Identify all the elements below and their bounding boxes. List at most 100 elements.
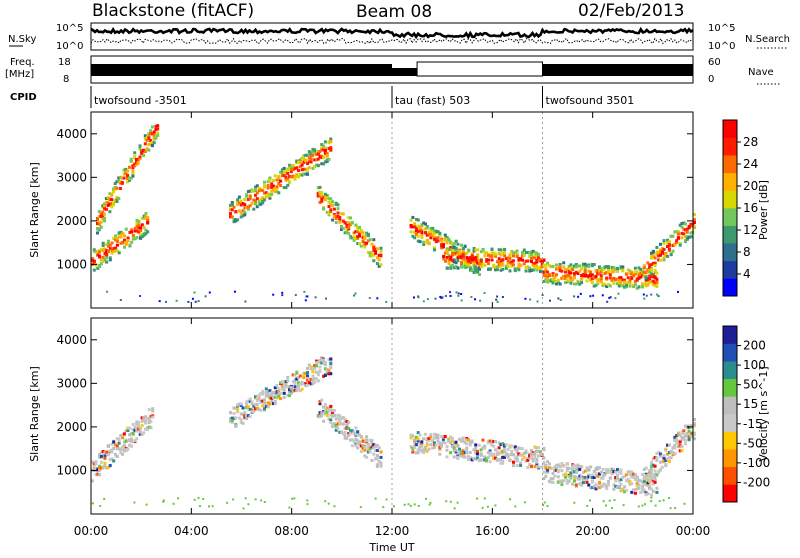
echo-cell [117,176,121,180]
echo-cell [298,165,302,169]
echo-cell [650,465,653,469]
echo-cell [619,489,623,493]
echo-cell [508,445,512,449]
echo-cell [372,446,376,450]
echo-cell [540,265,544,268]
echo-cell [551,477,555,481]
echo-cell [103,247,107,251]
echo-cell [454,246,458,250]
echo-cell [146,220,150,224]
echo-cell [553,465,557,469]
freq-scale-top: 18 [58,57,71,68]
echo-cell [320,199,324,203]
echo-cell [659,242,662,246]
echo-cell [254,185,257,189]
echo-cell [236,198,240,202]
echo-cell [472,265,476,269]
echo-cell [409,436,413,440]
echo-cell [270,192,274,196]
echo-cell [642,475,646,479]
echo-cell [264,195,268,199]
echo-cell [204,295,207,298]
echo-cell [133,439,137,443]
echo-cell [350,438,354,442]
echo-cell [306,383,309,387]
echo-cell [329,404,333,408]
echo-cell [306,162,309,165]
echo-cell [515,266,519,270]
echo-cell [614,278,618,282]
echo-cell [135,222,139,226]
echo-cell [501,449,505,453]
echo-cell [424,227,427,231]
echo-cell [341,219,345,223]
freq-block-a [91,64,392,76]
echo-cell [343,419,347,423]
echo-cell [675,239,679,243]
echo-cell [322,144,326,148]
echo-cell [528,266,532,270]
echo-cell [96,250,100,254]
echo-cell [433,235,436,239]
colorbar-cell [723,172,737,191]
echo-cell [537,465,541,469]
echo-cell [237,402,241,406]
nsky-strip-frame [90,22,694,51]
echo-cell [375,454,379,457]
echo-cell [449,264,453,268]
echo-cell [497,265,501,268]
echo-cell [112,236,116,240]
echo-cell [304,159,308,162]
echo-cell [135,420,139,424]
echo-cell [311,381,315,385]
echo-cell [142,418,146,422]
echo-cell [514,505,517,508]
echo-cell [252,207,256,211]
echo-cell [513,251,517,255]
echo-cell [648,268,652,272]
echo-cell [343,417,347,421]
echo-cell [546,280,550,284]
echo-cell [468,440,472,444]
echo-cell [325,158,329,162]
echo-cell [424,231,427,235]
echo-cell [424,222,427,226]
echo-cell [329,140,333,144]
echo-cell [103,202,107,206]
echo-cell [433,237,436,241]
echo-cell [680,449,684,452]
echo-cell [149,414,153,418]
echo-cell [494,265,498,269]
echo-cell [608,284,612,288]
echo-cell [329,409,333,413]
echo-cell [581,264,585,268]
echo-cell [98,250,102,254]
echo-cell [610,277,614,280]
echo-cell [241,202,245,206]
echo-cell [669,253,673,257]
echo-cell [485,457,488,461]
echo-cell [145,428,149,432]
echo-cell [128,433,132,437]
echo-cell [327,417,331,421]
echo-cell [693,423,696,427]
echo-cell [642,467,646,471]
echo-cell [565,462,569,466]
echo-cell [309,378,313,382]
echo-cell [472,257,476,261]
echo-cell [542,274,546,277]
echo-cell [318,194,322,198]
echo-cell [268,394,272,398]
echo-cell [327,197,331,201]
echo-cell [316,191,320,195]
echo-cell [606,300,609,303]
echo-cell [458,451,462,455]
echo-cell [99,451,103,455]
freq-trace [91,61,693,77]
echo-cell [115,447,119,451]
echo-cell [316,373,320,377]
echo-cell [128,426,132,430]
echo-cell [327,409,331,413]
echo-cell [503,443,506,447]
echo-cell [365,438,369,442]
